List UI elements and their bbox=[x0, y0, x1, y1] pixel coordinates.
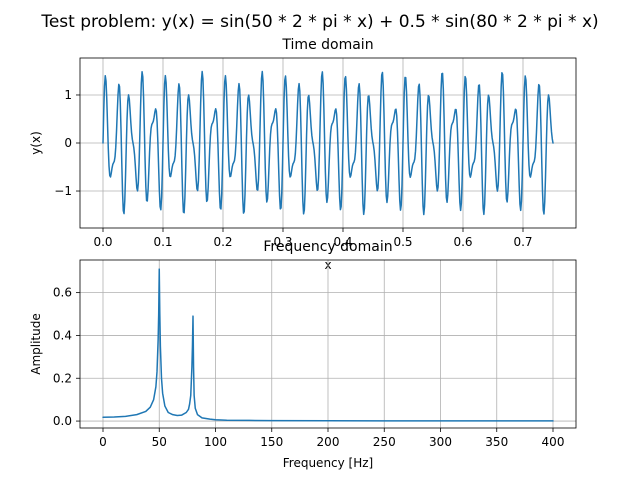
frequency-domain-series-group bbox=[102, 268, 554, 422]
figure-suptitle: Test problem: y(x) = sin(50 * 2 * pi * x… bbox=[40, 12, 598, 32]
frequency-domain-xtick-label: 0 bbox=[99, 435, 107, 449]
frequency-domain-axes: Frequency domain 0 50 100 150 200 250 300 350 40… bbox=[29, 239, 577, 470]
time-domain-xtick-label: 0.7 bbox=[513, 235, 532, 249]
time-domain-xtick-label: 0.3 bbox=[273, 235, 292, 249]
time-domain-series-line bbox=[102, 70, 554, 216]
time-domain-title: Time domain bbox=[281, 37, 373, 53]
frequency-domain-xtick-label: 100 bbox=[204, 435, 227, 449]
time-domain-series-group bbox=[102, 70, 554, 216]
time-domain-xtick-label: 0.2 bbox=[213, 235, 232, 249]
frequency-domain-ytick-label: 0.2 bbox=[53, 371, 72, 385]
time-domain-xtick-label: 0.4 bbox=[333, 235, 352, 249]
time-domain-ytick-label: 1 bbox=[64, 88, 72, 102]
frequency-domain-ytick-label: 0.0 bbox=[53, 414, 72, 428]
frequency-domain-title: Frequency domain bbox=[263, 239, 392, 255]
time-domain-ticks: 0.0 0.1 0.2 0.3 0.4 0.5 0.6 0.7 −1 0 1 bbox=[54, 88, 532, 249]
frequency-domain-xtick-label: 50 bbox=[152, 435, 167, 449]
frequency-domain-ytick-label: 0.4 bbox=[53, 328, 72, 342]
frequency-domain-xtick-label: 250 bbox=[373, 435, 396, 449]
time-domain-xtick-label: 0.6 bbox=[453, 235, 472, 249]
frequency-domain-series-line bbox=[102, 268, 554, 422]
time-domain-axes: Time domain 0.0 0.1 0.2 0.3 0.4 0.5 0.6 0.7 −1 0 1… bbox=[29, 37, 577, 272]
frequency-domain-xlabel: Frequency [Hz] bbox=[283, 456, 374, 470]
frequency-domain-ticks: 0 50 100 150 200 250 300 350 400 0.0 0.2 0.4 0.6 bbox=[53, 286, 565, 449]
frequency-domain-xtick-label: 200 bbox=[317, 435, 340, 449]
frequency-domain-ytick-label: 0.6 bbox=[53, 286, 72, 300]
frequency-domain-xtick-label: 400 bbox=[542, 435, 565, 449]
frequency-domain-ylabel: Amplitude bbox=[29, 313, 43, 375]
time-domain-ytick-label: 0 bbox=[64, 136, 72, 150]
time-domain-xtick-label: 0.1 bbox=[153, 235, 172, 249]
time-domain-xtick-label: 0.5 bbox=[393, 235, 412, 249]
time-domain-ytick-label: −1 bbox=[54, 184, 72, 198]
time-domain-xtick-label: 0.0 bbox=[93, 235, 112, 249]
frequency-domain-grid bbox=[80, 260, 576, 428]
frequency-domain-xtick-label: 150 bbox=[260, 435, 283, 449]
frequency-domain-xtick-label: 350 bbox=[485, 435, 508, 449]
time-domain-ylabel: y(x) bbox=[29, 131, 43, 155]
frequency-domain-xtick-label: 300 bbox=[429, 435, 452, 449]
